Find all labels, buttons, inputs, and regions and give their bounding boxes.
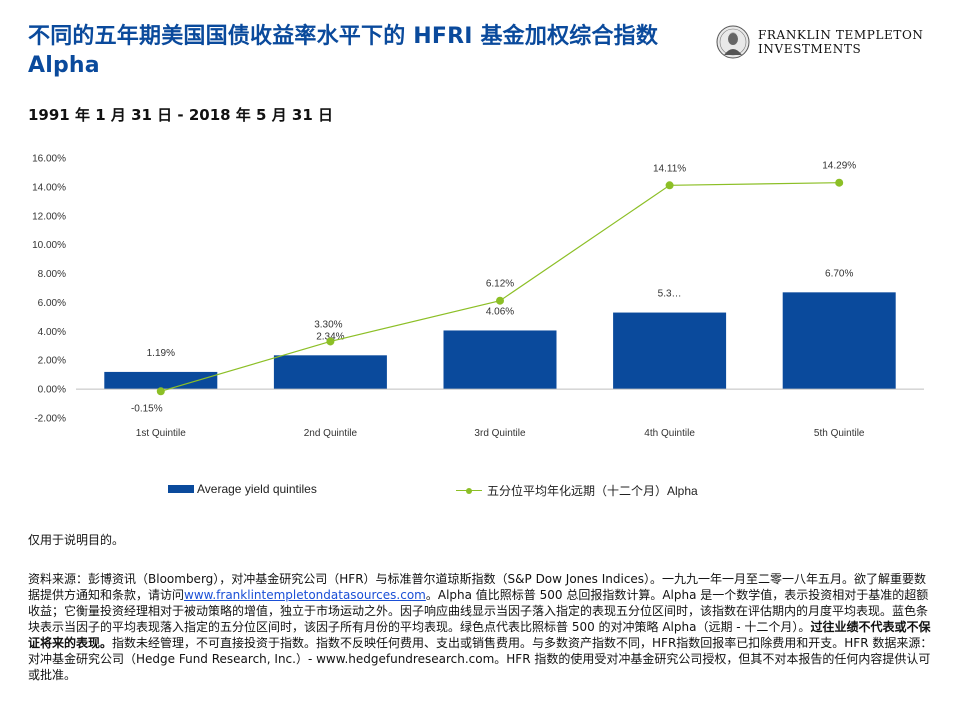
franklin-portrait-seal-icon bbox=[716, 25, 750, 59]
bar-data-label: 5.3… bbox=[658, 289, 682, 300]
bar bbox=[443, 330, 557, 390]
source-notes: 资料来源：彭博资讯（Bloomberg），对冲基金研究公司（HFR）与标准普尔道… bbox=[28, 571, 938, 683]
alpha-data-label: 6.12% bbox=[486, 279, 514, 290]
logo-text: FRANKLIN TEMPLETON INVESTMENTS bbox=[758, 28, 938, 56]
bar bbox=[782, 292, 896, 390]
legend-label-bars: Average yield quintiles bbox=[197, 482, 317, 496]
company-logo: FRANKLIN TEMPLETON INVESTMENTS bbox=[716, 25, 936, 61]
logo-line-1: FRANKLIN TEMPLETON bbox=[758, 28, 924, 42]
logo-line-2: INVESTMENTS bbox=[758, 42, 862, 56]
bar bbox=[104, 371, 218, 390]
chart-legend: Average yield quintiles 五分位平均年化远期（十二个月）A… bbox=[0, 480, 960, 500]
source-text-2: 。Alpha 值比照标普 500 总回报指数计算。Alpha 是一个数学值，表示… bbox=[28, 588, 929, 634]
x-axis: 1st Quintile 2nd Quintile 3rd Quintile 4th … bbox=[136, 428, 865, 439]
bar-data-label: 6.70% bbox=[825, 268, 853, 279]
bar-data-label: 4.06% bbox=[486, 306, 514, 317]
y-tick-label: 14.00% bbox=[32, 182, 66, 193]
illustrative-note: 仅用于说明目的。 bbox=[28, 533, 125, 547]
bar-data-label: 2.34% bbox=[316, 331, 344, 342]
alpha-point bbox=[665, 181, 674, 190]
source-text-1: 资料来源：彭博资讯（Bloomberg），对冲基金研究公司（HFR）与标准普尔道… bbox=[28, 572, 927, 602]
page-title: 不同的五年期美国国债收益率水平下的 HFRI 基金加权综合指数 Alpha bbox=[28, 24, 659, 78]
x-tick-label: 2nd Quintile bbox=[304, 428, 358, 439]
y-tick-label: 4.00% bbox=[38, 327, 66, 338]
bar bbox=[273, 355, 387, 390]
y-tick-label: 12.00% bbox=[32, 211, 66, 222]
alpha-data-label: 14.11% bbox=[653, 163, 686, 174]
alpha-point bbox=[496, 296, 504, 305]
bar-data-label: 1.19% bbox=[147, 348, 175, 359]
source-text-3: 指数未经管理，不可直接投资于指数。指数不反映任何费用、支出或销售费用。与多数资产… bbox=[28, 636, 933, 682]
legend-bar-swatch bbox=[168, 485, 194, 493]
x-tick-label: 4th Quintile bbox=[644, 428, 695, 439]
legend-label-line: 五分位平均年化远期（十二个月）Alpha bbox=[487, 484, 698, 498]
date-range: 1991 年 1 月 31 日 - 2018 年 5 月 31 日 bbox=[28, 106, 334, 124]
data-sources-link[interactable]: www.franklintempletondatasources.com bbox=[184, 588, 426, 602]
legend-item-bars: Average yield quintiles bbox=[168, 482, 317, 496]
x-tick-label: 3rd Quintile bbox=[474, 428, 526, 439]
y-tick-label: 16.00% bbox=[32, 154, 66, 165]
alpha-point bbox=[156, 387, 165, 396]
x-tick-label: 5th Quintile bbox=[814, 428, 865, 439]
line-series: -0.15% 3.30% 6.12% 14.11% 14.29% bbox=[131, 161, 856, 415]
legend-line-swatch bbox=[456, 486, 482, 496]
alpha-data-label: 3.30% bbox=[314, 319, 342, 330]
y-tick-label: 2.00% bbox=[38, 356, 66, 367]
yield-alpha-chart: -2.00% 0.00% 2.00% 4.00% 6.00% 8.00% 10.00% 12.… bbox=[32, 154, 924, 439]
bar-series: 1.19% 2.34% 4.06% 5.3… 6.70% bbox=[76, 268, 924, 390]
y-tick-label: 6.00% bbox=[38, 298, 66, 309]
alpha-data-label: -0.15% bbox=[131, 403, 163, 414]
alpha-point bbox=[326, 337, 335, 346]
y-tick-label: 10.00% bbox=[32, 240, 66, 251]
bar bbox=[613, 312, 727, 390]
performance-disclaimer: 过往业绩不代表或不保证将来的表现。 bbox=[28, 620, 931, 650]
x-tick-label: 1st Quintile bbox=[136, 428, 186, 439]
y-tick-label: 0.00% bbox=[38, 385, 66, 396]
y-tick-label: 8.00% bbox=[38, 269, 66, 280]
y-tick-label: -2.00% bbox=[34, 414, 66, 425]
alpha-point bbox=[835, 178, 844, 187]
y-axis: -2.00% 0.00% 2.00% 4.00% 6.00% 8.00% 10.00% 12.… bbox=[32, 154, 66, 425]
alpha-data-label: 14.29% bbox=[822, 161, 856, 172]
legend-item-line: 五分位平均年化远期（十二个月）Alpha bbox=[456, 482, 698, 499]
